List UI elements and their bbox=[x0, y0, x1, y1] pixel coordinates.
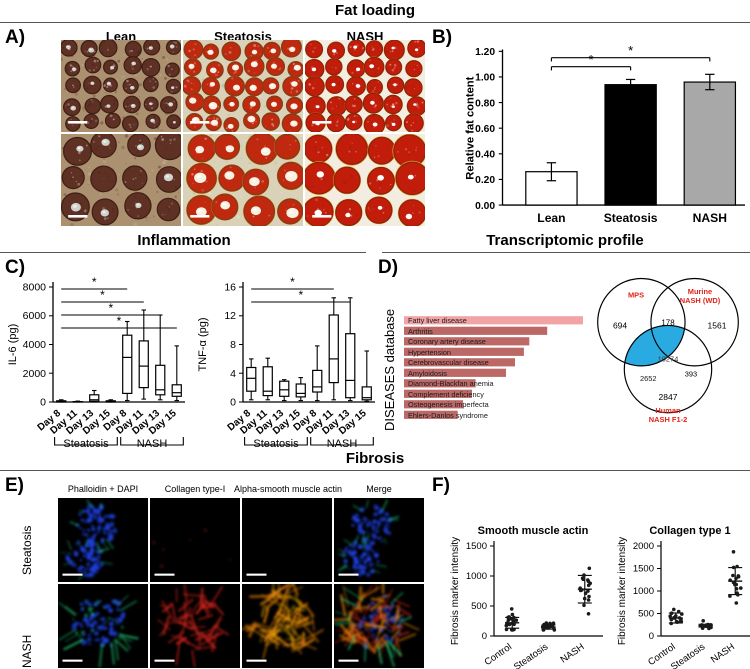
svg-text:2000: 2000 bbox=[633, 541, 654, 552]
svg-text:Ehlers-Danlos syndrome: Ehlers-Danlos syndrome bbox=[408, 411, 488, 420]
svg-text:393: 393 bbox=[685, 370, 697, 379]
svg-text:Murine: Murine bbox=[688, 287, 712, 296]
svg-text:1500: 1500 bbox=[633, 564, 654, 575]
svg-text:NASH: NASH bbox=[709, 641, 737, 665]
svg-text:Hypertension: Hypertension bbox=[408, 348, 451, 357]
svg-text:TNF-α (pg): TNF-α (pg) bbox=[197, 317, 209, 371]
svg-text:16: 16 bbox=[224, 282, 236, 294]
svg-text:Steatosis: Steatosis bbox=[253, 438, 299, 450]
svg-text:Steatosis: Steatosis bbox=[512, 641, 551, 669]
svg-text:694: 694 bbox=[613, 321, 627, 331]
svg-text:2000: 2000 bbox=[23, 368, 47, 380]
svg-text:Fibrosis marker intensity: Fibrosis marker intensity bbox=[617, 537, 628, 645]
svg-text:MPS: MPS bbox=[628, 291, 644, 300]
svg-text:1561: 1561 bbox=[708, 321, 727, 331]
svg-text:178: 178 bbox=[661, 318, 675, 327]
svg-text:1000: 1000 bbox=[633, 586, 654, 597]
svg-text:6000: 6000 bbox=[23, 310, 47, 322]
svg-text:Steatosis: Steatosis bbox=[604, 211, 658, 225]
svg-text:*: * bbox=[628, 43, 633, 58]
svg-text:Steatosis: Steatosis bbox=[63, 438, 109, 450]
svg-text:Smooth muscle actin: Smooth muscle actin bbox=[478, 525, 589, 537]
svg-text:Fibrosis marker intensity: Fibrosis marker intensity bbox=[450, 537, 461, 645]
svg-text:Human: Human bbox=[655, 406, 681, 415]
svg-text:0.00: 0.00 bbox=[475, 201, 495, 212]
svg-text:1500: 1500 bbox=[466, 541, 487, 552]
svg-text:NASH: NASH bbox=[137, 438, 168, 450]
svg-text:Arthritis: Arthritis bbox=[408, 327, 433, 336]
svg-text:0.40: 0.40 bbox=[475, 150, 495, 161]
svg-text:0: 0 bbox=[230, 397, 236, 409]
svg-text:NASH: NASH bbox=[327, 438, 358, 450]
svg-text:NASH: NASH bbox=[693, 211, 727, 225]
svg-text:Fatty liver disease: Fatty liver disease bbox=[408, 316, 467, 325]
svg-text:Control: Control bbox=[483, 641, 514, 668]
svg-text:*: * bbox=[290, 275, 295, 289]
svg-text:*: * bbox=[588, 52, 593, 67]
svg-text:Lean: Lean bbox=[537, 211, 565, 225]
svg-text:*: * bbox=[117, 314, 122, 328]
svg-text:1.00: 1.00 bbox=[475, 73, 495, 84]
svg-text:0.60: 0.60 bbox=[475, 124, 495, 135]
svg-text:500: 500 bbox=[471, 601, 487, 612]
svg-text:Relative fat content: Relative fat content bbox=[465, 76, 477, 179]
svg-text:4000: 4000 bbox=[23, 339, 47, 351]
svg-text:2652: 2652 bbox=[640, 374, 657, 383]
svg-text:1000: 1000 bbox=[466, 571, 487, 582]
svg-text:*: * bbox=[298, 288, 303, 302]
svg-text:Steatosis: Steatosis bbox=[669, 641, 708, 669]
svg-text:Collagen type 1: Collagen type 1 bbox=[649, 525, 730, 537]
svg-text:NASH (WD): NASH (WD) bbox=[680, 296, 721, 305]
svg-text:0.20: 0.20 bbox=[475, 175, 495, 186]
svg-text:*: * bbox=[108, 301, 113, 315]
svg-text:Amyloidosis: Amyloidosis bbox=[408, 369, 447, 378]
svg-text:12: 12 bbox=[224, 310, 236, 322]
svg-text:*: * bbox=[100, 288, 105, 302]
svg-text:Coronary artery disease: Coronary artery disease bbox=[408, 337, 486, 346]
svg-text:0: 0 bbox=[649, 631, 654, 642]
svg-text:Osteogenesis imperfecta: Osteogenesis imperfecta bbox=[408, 400, 490, 409]
svg-text:1.20: 1.20 bbox=[475, 47, 495, 58]
svg-text:Cerebrovascular disease: Cerebrovascular disease bbox=[408, 358, 489, 367]
svg-text:0: 0 bbox=[40, 397, 46, 409]
svg-text:0: 0 bbox=[482, 631, 487, 642]
svg-text:*: * bbox=[92, 275, 97, 289]
svg-text:4: 4 bbox=[230, 368, 236, 380]
svg-text:0.80: 0.80 bbox=[475, 98, 495, 109]
svg-text:500: 500 bbox=[638, 609, 654, 620]
svg-text:Complement deficiency: Complement deficiency bbox=[408, 390, 484, 399]
svg-text:IL-6 (pg): IL-6 (pg) bbox=[7, 324, 19, 366]
svg-text:NASH: NASH bbox=[559, 641, 587, 665]
svg-text:8000: 8000 bbox=[23, 282, 47, 294]
svg-text:8: 8 bbox=[230, 339, 236, 351]
svg-text:Diamond-Blackfan anemia: Diamond-Blackfan anemia bbox=[408, 379, 495, 388]
svg-text:2847: 2847 bbox=[659, 392, 678, 402]
svg-text:NASH F1-2: NASH F1-2 bbox=[649, 415, 687, 424]
svg-text:10274: 10274 bbox=[658, 355, 679, 364]
